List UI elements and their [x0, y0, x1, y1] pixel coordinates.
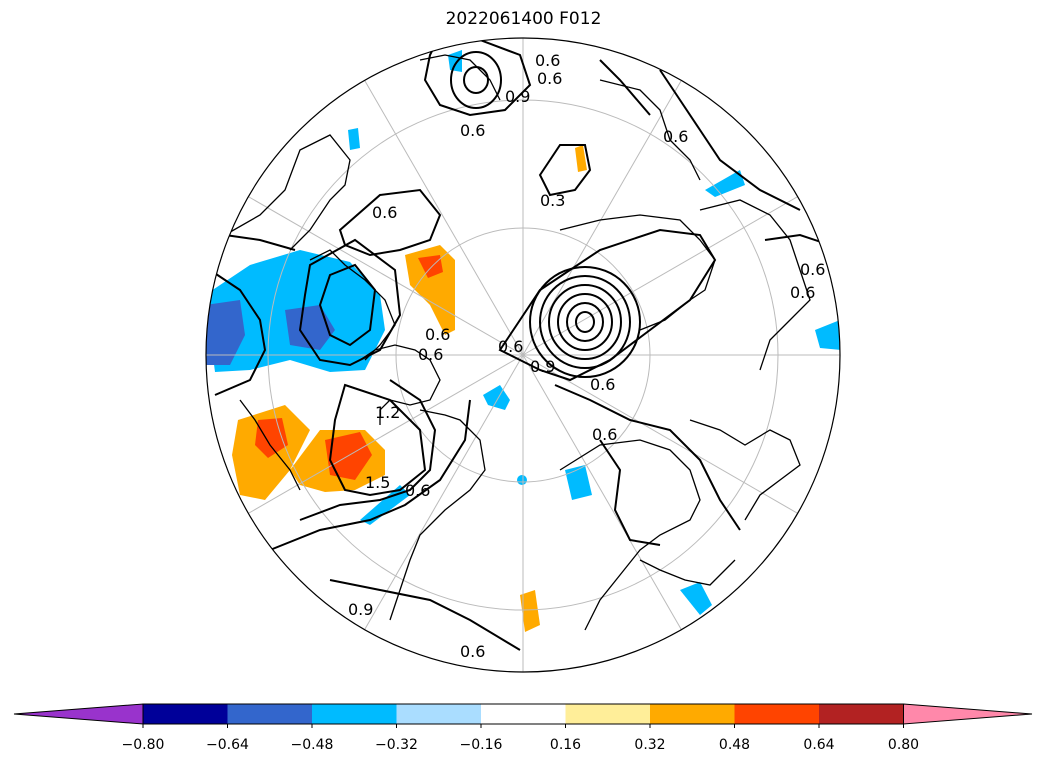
colorbar-segment	[227, 704, 313, 724]
contour-label: 0.9	[348, 600, 373, 619]
colorbar-segment	[734, 704, 820, 724]
colorbar-extend-high	[903, 703, 1033, 725]
colorbar-tick-label: 0.80	[888, 737, 919, 753]
shade-positive-small2	[520, 590, 540, 632]
contour-label: 0.6	[663, 127, 688, 146]
contour-label: 0.6	[498, 337, 523, 356]
shade-negative-east1	[705, 170, 745, 197]
shade-positive-north-core	[418, 255, 443, 278]
shade-negative-dot	[517, 475, 527, 485]
contour-label: 1.5	[365, 473, 390, 492]
colorbar-tick-label: −0.64	[206, 737, 249, 753]
contour-labels: 0.6 0.6 0.9 0.6 0.3 0.6 0.6 0.6 0.6 0.6 …	[348, 51, 825, 661]
map-boundary	[205, 37, 841, 673]
contour-label: 0.6	[790, 283, 815, 302]
colorbar-extend-low	[13, 703, 144, 725]
shade-negative-west-core2	[285, 305, 335, 350]
contour-label: 0.6	[800, 260, 825, 279]
graticule	[206, 38, 840, 672]
colorbar-segment	[143, 704, 228, 724]
colorbar-segment	[312, 704, 397, 724]
polar-map: 0.6 0.6 0.9 0.6 0.3 0.6 0.6 0.6 0.6 0.6 …	[205, 37, 841, 673]
contour-label: 1.2	[375, 403, 400, 422]
colorbar-segments	[13, 703, 1033, 725]
contour-label: 0.6	[425, 325, 450, 344]
shade-negative-small1	[348, 128, 360, 150]
contours	[209, 38, 840, 651]
contour-label: 0.6	[460, 642, 485, 661]
shade-negative-center	[483, 385, 510, 410]
contour-label: 0.6	[535, 51, 560, 70]
contour-label: 0.6	[405, 481, 430, 500]
contour-label: 0.6	[592, 425, 617, 444]
contour-label: 0.6	[460, 121, 485, 140]
colorbar-segment	[396, 704, 482, 724]
contour-label: 0.9	[505, 87, 530, 106]
contour-label: 0.9	[530, 357, 555, 376]
map-content: 0.6 0.6 0.9 0.6 0.3 0.6 0.6 0.6 0.6 0.6 …	[206, 38, 840, 672]
shade-positive-west-core	[255, 418, 288, 458]
shade-negative-south2	[565, 465, 592, 500]
shade-negative-east2	[815, 320, 840, 350]
colorbar-segment	[565, 704, 651, 724]
colorbar-tick-label: 0.32	[634, 737, 665, 753]
contour-label: 0.6	[418, 345, 443, 364]
colorbar-outline	[142, 703, 904, 725]
shade-positive-north	[405, 245, 455, 335]
map-title: 2022061400 F012	[445, 9, 602, 29]
colorbar-tick-label: 0.48	[719, 737, 750, 753]
colorbar-segment	[481, 704, 566, 724]
shade-negative-top	[448, 50, 462, 72]
colorbar-segment	[819, 704, 904, 724]
shading-layer	[206, 50, 840, 632]
colorbar-tick-label: −0.80	[122, 737, 165, 753]
shade-negative-south3	[680, 582, 712, 615]
contour-label: 0.6	[590, 375, 615, 394]
colorbar-tick-label: 0.16	[550, 737, 581, 753]
shade-positive-small1	[575, 145, 587, 172]
contour-label: 0.6	[537, 69, 562, 88]
contour-label: 0.3	[540, 191, 565, 210]
colorbar-ticks: −0.80 −0.64 −0.48 −0.32 −0.16 0.16 0.32 0.48 0.6…	[122, 724, 919, 753]
colorbar-tick-label: −0.48	[291, 737, 334, 753]
shade-negative-west-core	[206, 300, 245, 365]
colorbar-tick-label: 0.64	[803, 737, 834, 753]
colorbar-tick-label: −0.32	[375, 737, 418, 753]
contour-label: 0.6	[372, 203, 397, 222]
colorbar-tick-label: −0.16	[460, 737, 503, 753]
colorbar-segment	[650, 704, 735, 724]
